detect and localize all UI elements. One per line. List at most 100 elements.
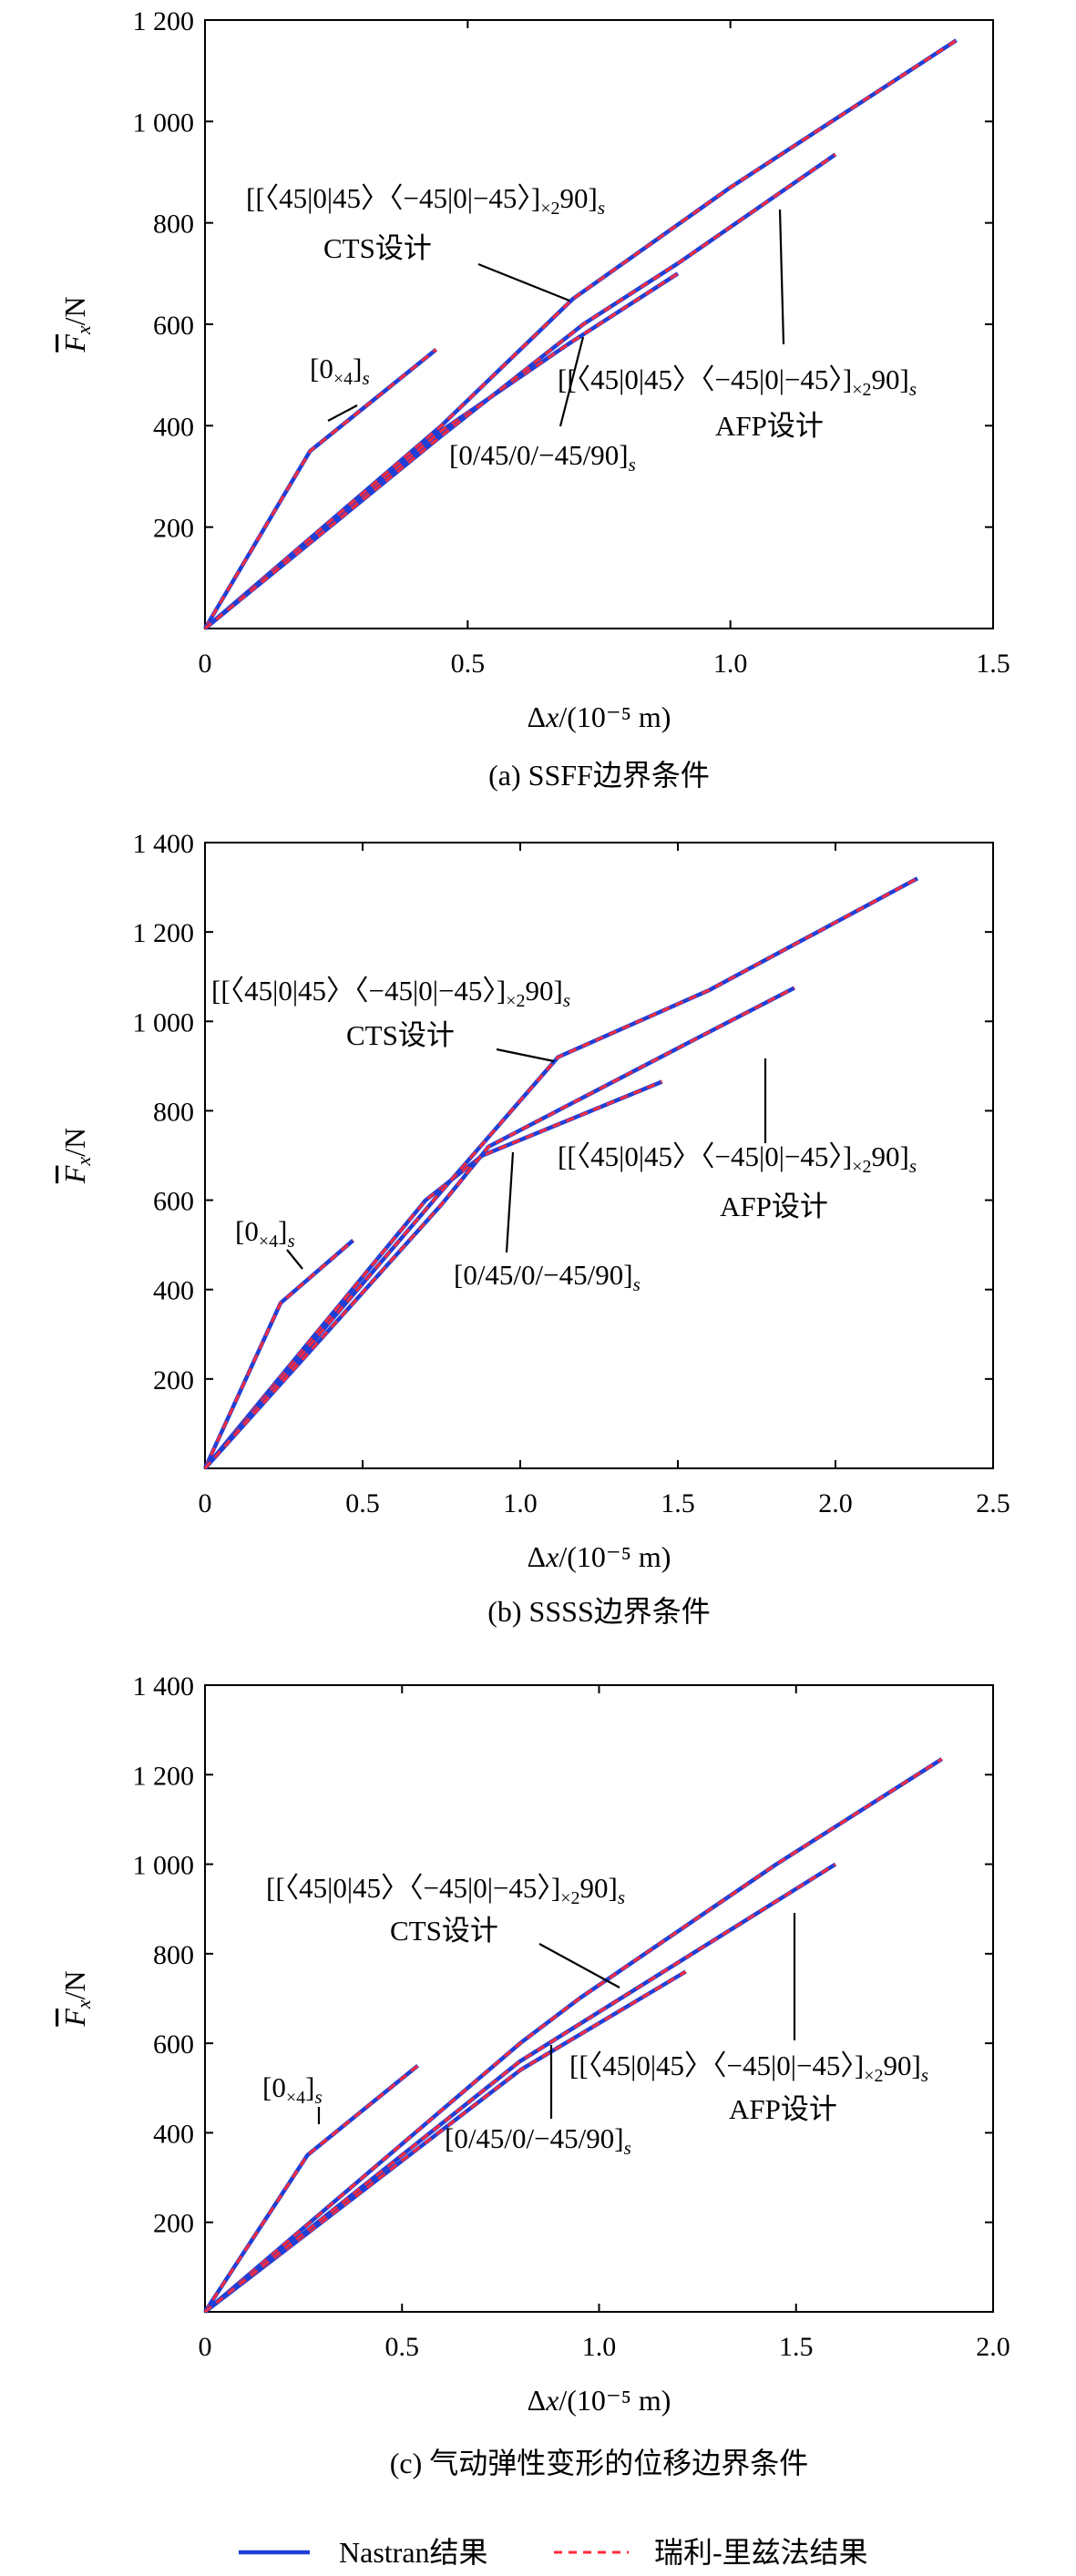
panel-caption: (c) 气动弹性变形的位移边界条件 (390, 2447, 809, 2479)
annotation-suffix: s (624, 2137, 631, 2159)
annotation-main: [0/45/0/−45/90] (445, 2122, 624, 2154)
y-tick-label: 200 (153, 1365, 194, 1395)
annotation-main: [0 (235, 1215, 259, 1247)
annotation-suffix: s (362, 367, 369, 389)
line-0-45-0-m45-90-rayleigh-ritz (204, 1970, 687, 2314)
annotation-label: [0×4]s (262, 2071, 323, 2108)
y-tick-label: 1 400 (133, 1671, 195, 1702)
annotation-suffix: s (598, 197, 605, 219)
line-afp-design-rayleigh-ritz (204, 153, 836, 630)
annotation-main: [0/45/0/−45/90] (449, 439, 629, 471)
x-axis-label-unit: /(10⁻⁵ m) (558, 1540, 671, 1573)
y-tick-label: 600 (153, 1187, 194, 1217)
annotation-leader (558, 336, 585, 427)
x-tick-label: 2.0 (818, 1488, 853, 1518)
y-tick-label: 400 (153, 412, 194, 442)
annotation-subscript: ×4 (259, 1232, 278, 1252)
annotation-design-label: AFP设计 (729, 2093, 837, 2125)
annotation-label: [[〈45|0|45〉〈−45|0|−45〉]×290]s (266, 1872, 625, 1908)
y-axis-label-unit: /N (58, 1128, 91, 1157)
annotation-label: [[〈45|0|45〉〈−45|0|−45〉]×290]s (246, 182, 605, 219)
x-axis-label: Δx/(10⁻⁵ m) (528, 1540, 671, 1573)
annotation-after: ] (278, 1215, 287, 1247)
annotation-label: [[〈45|0|45〉〈−45|0|−45〉]×290]s (558, 1140, 917, 1177)
annotation-main: [[〈45|0|45〉〈−45|0|−45〉] (569, 2050, 864, 2081)
line-0x4-nastran (203, 348, 438, 630)
x-axis-label-unit: /(10⁻⁵ m) (558, 700, 671, 733)
annotation-after: 90] (872, 363, 909, 395)
annotation-suffix: s (633, 1273, 640, 1295)
x-tick-label: 0 (199, 1488, 212, 1518)
legend: Nastran结果 瑞利-里兹法结果 (239, 2536, 868, 2569)
annotation-suffix: s (921, 2064, 928, 2086)
panel-caption: (a) SSFF边界条件 (488, 759, 710, 792)
y-tick-label: 200 (153, 2209, 194, 2239)
annotation-suffix: s (314, 2086, 322, 2108)
x-axis-label: Δx/(10⁻⁵ m) (528, 2384, 671, 2417)
annotation-after: 90] (872, 1140, 909, 1172)
annotation-subscript: ×2 (852, 1157, 871, 1177)
annotation-after: 90] (526, 975, 563, 1007)
y-axis-label-unit: /N (58, 1970, 91, 1999)
y-axis-label: Fx/N (58, 1970, 95, 2027)
annotation-label: [0/45/0/−45/90]s (449, 439, 636, 475)
y-tick-label: 800 (153, 1940, 194, 1970)
annotation-label: [0/45/0/−45/90]s (454, 1259, 640, 1295)
x-tick-label: 0 (199, 649, 212, 679)
line-0x4-rayleigh-ritz (203, 348, 437, 629)
x-tick-label: 1.5 (661, 1488, 695, 1518)
annotation-design-label: CTS设计 (346, 1019, 455, 1051)
annotation-label: [[〈45|0|45〉〈−45|0|−45〉]×290]s (211, 975, 570, 1011)
y-axis-label-subscript: x (72, 1157, 95, 1167)
y-axis-label-unit: /N (58, 296, 91, 325)
x-tick-label: 0.5 (345, 1488, 380, 1518)
x-axis-label-symbol: x (545, 700, 558, 733)
y-tick-label: 600 (153, 2029, 194, 2060)
chart-panel-c: 0 0.5 1.0 1.5 2.0 200 400 600 800 1 000 1 200 1 400… (58, 1671, 1010, 2479)
annotation-main: [0 (310, 353, 333, 384)
y-axis-label-symbol: F (58, 2009, 91, 2028)
line-0x4-rayleigh-ritz (203, 1239, 354, 1469)
annotation-leader (286, 1249, 303, 1270)
line-0x4-rayleigh-ritz (203, 2064, 419, 2313)
y-tick-label: 800 (153, 1097, 194, 1127)
annotation-subscript: ×2 (540, 199, 559, 219)
y-tick-label: 1 000 (133, 1007, 195, 1038)
x-tick-label: 1.5 (779, 2332, 814, 2362)
annotation-main: [[〈45|0|45〉〈−45|0|−45〉] (558, 1140, 852, 1172)
line-0x4-nastran (202, 1238, 355, 1469)
y-axis-label-symbol: F (58, 1165, 91, 1184)
annotation-leader (496, 1048, 555, 1063)
y-tick-label: 800 (153, 210, 194, 240)
annotation-label: [0×4]s (310, 353, 370, 389)
annotation-label: [[〈45|0|45〉〈−45|0|−45〉]×290]s (569, 2050, 928, 2086)
y-tick-label: 400 (153, 1276, 194, 1306)
annotation-suffix: s (629, 454, 636, 475)
annotation-subscript: ×2 (852, 380, 871, 400)
annotation-design-label: AFP设计 (720, 1191, 828, 1222)
x-tick-label: 0.5 (385, 2332, 420, 2362)
y-tick-label: 1 400 (133, 829, 195, 859)
line-cts-design-nastran (203, 876, 919, 1470)
annotation-after: ] (305, 2071, 314, 2103)
annotation-main: [[〈45|0|45〉〈−45|0|−45〉] (211, 975, 506, 1007)
y-tick-label: 200 (153, 514, 194, 544)
annotation-design-label: CTS设计 (390, 1915, 498, 1947)
annotation-label: [0/45/0/−45/90]s (445, 2122, 631, 2159)
chart-panel-b: 0 0.5 1.0 1.5 2.0 2.5 200 400 600 800 1 000 1 200 1 … (58, 829, 1010, 1628)
y-axis-label-subscript: x (72, 325, 95, 335)
x-tick-label: 1.5 (976, 649, 1010, 679)
x-tick-label: 1.0 (713, 649, 748, 679)
y-axis-label: Fx/N (58, 1128, 95, 1184)
x-tick-label: 1.0 (503, 1488, 538, 1518)
y-tick-label: 1 000 (133, 1851, 195, 1881)
y-axis-label-subscript: x (72, 1999, 95, 2009)
annotation-after: 90] (580, 1872, 618, 1904)
annotation-subscript: ×2 (864, 2066, 883, 2086)
x-tick-label: 0.5 (451, 649, 486, 679)
x-axis-label-unit: /(10⁻⁵ m) (558, 2384, 671, 2417)
x-tick-label: 2.5 (976, 1488, 1010, 1518)
annotation-after: ] (353, 353, 362, 384)
annotation-suffix: s (287, 1230, 294, 1252)
